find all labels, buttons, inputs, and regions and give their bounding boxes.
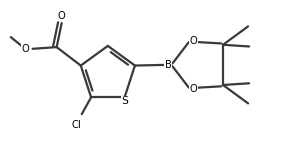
Text: O: O bbox=[58, 11, 65, 21]
Text: Cl: Cl bbox=[71, 120, 81, 130]
Text: B: B bbox=[165, 60, 172, 70]
Text: O: O bbox=[21, 44, 29, 54]
Text: O: O bbox=[190, 36, 197, 46]
Text: O: O bbox=[190, 84, 197, 94]
Text: S: S bbox=[121, 96, 128, 106]
